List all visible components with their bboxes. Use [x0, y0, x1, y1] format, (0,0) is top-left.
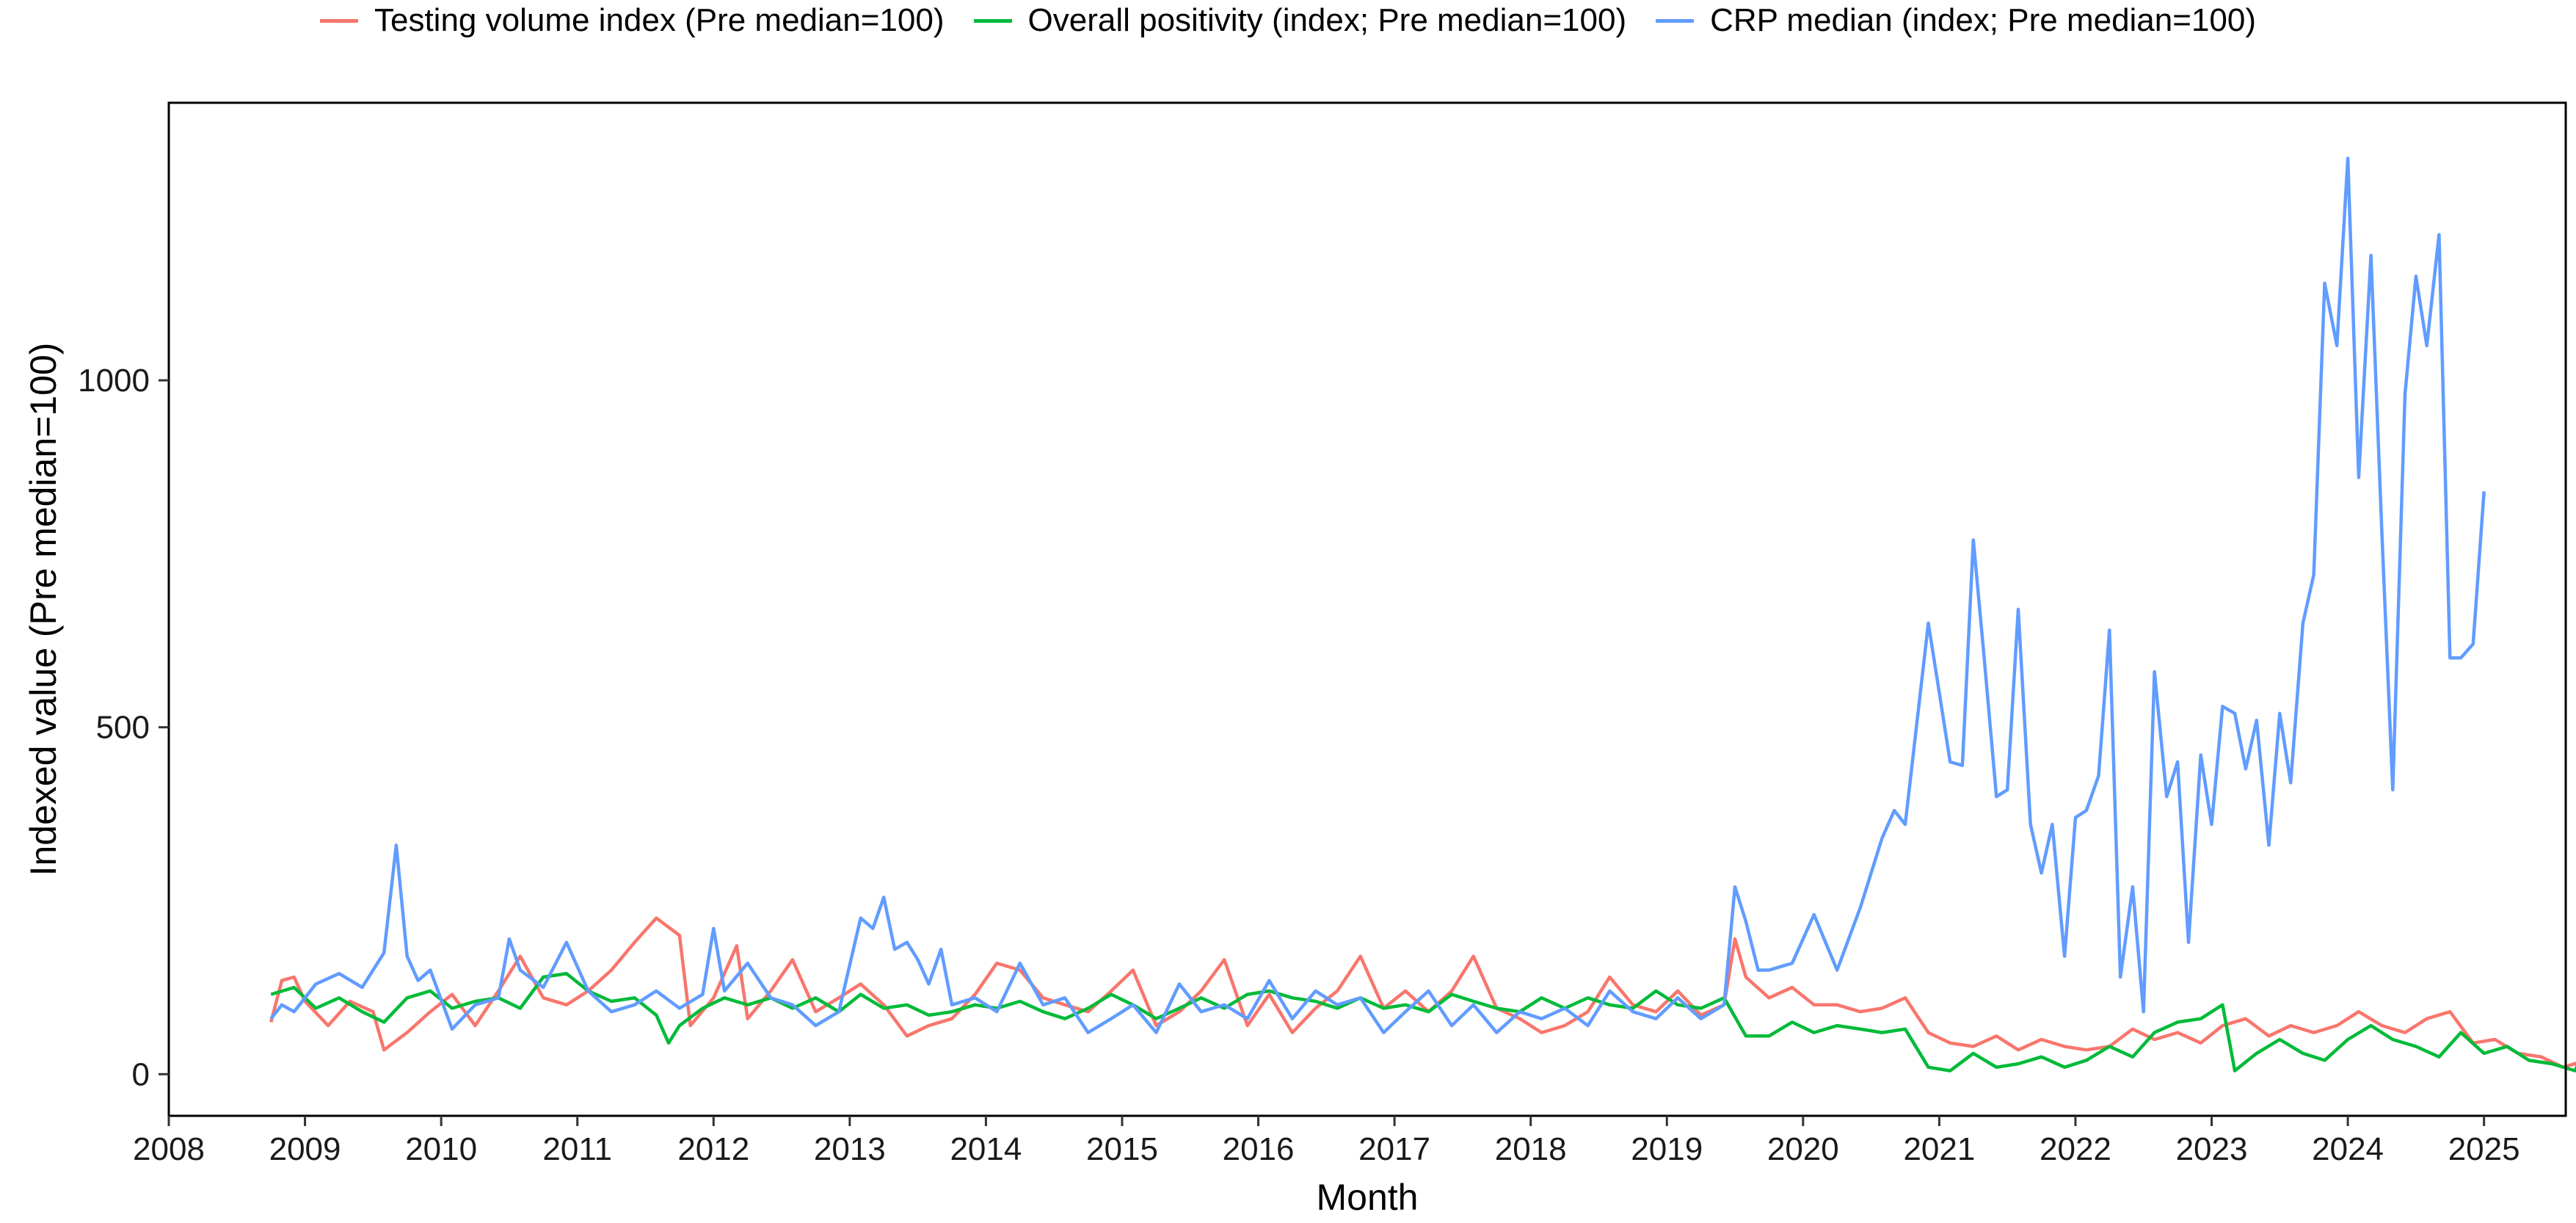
- legend-label-testing-volume: Testing volume index (Pre median=100): [374, 2, 945, 38]
- y-axis: 0 500 1000: [78, 363, 169, 1092]
- x-tick-label: 2019: [1631, 1131, 1703, 1167]
- legend-key-testing-volume: [319, 18, 358, 23]
- y-tick-label: 500: [96, 710, 150, 746]
- x-axis-title: Month: [1317, 1177, 1419, 1218]
- x-tick-label: 2015: [1086, 1131, 1158, 1167]
- y-tick-label: 0: [132, 1056, 150, 1092]
- x-axis: 2008 2009 2010 2011 2012 2013 2014 2015 2016 2017…: [133, 1116, 2520, 1167]
- x-tick-label: 2017: [1358, 1131, 1430, 1167]
- x-tick-label: 2008: [133, 1131, 205, 1167]
- plot-lines: [269, 156, 2576, 1073]
- legend-item-crp-median: CRP median (index; Pre median=100): [1656, 2, 2256, 39]
- x-tick-label: 2018: [1495, 1131, 1567, 1167]
- x-tick-label: 2023: [2176, 1131, 2248, 1167]
- x-tick-label: 2025: [2448, 1131, 2520, 1167]
- y-tick-label: 1000: [78, 363, 150, 399]
- series-line-2: [269, 156, 2486, 1034]
- x-tick-label: 2020: [1767, 1131, 1839, 1167]
- x-tick-label: 2010: [405, 1131, 477, 1167]
- x-tick-label: 2014: [950, 1131, 1022, 1167]
- x-tick-label: 2022: [2040, 1131, 2111, 1167]
- x-tick-label: 2024: [2312, 1131, 2384, 1167]
- legend-item-testing-volume: Testing volume index (Pre median=100): [319, 2, 945, 39]
- x-tick-label: 2016: [1223, 1131, 1295, 1167]
- x-tick-label: 2011: [542, 1131, 612, 1167]
- legend-key-crp-median: [1656, 18, 1695, 23]
- x-tick-label: 2009: [269, 1131, 341, 1167]
- x-tick-label: 2012: [677, 1131, 749, 1167]
- legend-label-overall-positivity: Overall positivity (index; Pre median=10…: [1027, 2, 1627, 38]
- legend-item-overall-positivity: Overall positivity (index; Pre median=10…: [973, 2, 1627, 39]
- series-line-0: [269, 916, 2576, 1070]
- series-line-1: [270, 971, 2576, 1073]
- plot-frame: [167, 101, 2567, 1117]
- chart-legend: Testing volume index (Pre median=100) Ov…: [0, 0, 2576, 41]
- legend-label-crp-median: CRP median (index; Pre median=100): [1710, 2, 2257, 38]
- y-axis-title: Indexed value (Pre median=100): [23, 343, 64, 877]
- x-tick-label: 2021: [1903, 1131, 1975, 1167]
- x-tick-label: 2013: [814, 1131, 886, 1167]
- legend-key-overall-positivity: [973, 18, 1012, 23]
